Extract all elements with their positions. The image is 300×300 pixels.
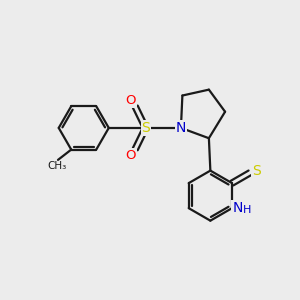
Text: O: O — [126, 94, 136, 107]
Text: N: N — [232, 201, 242, 215]
Text: H: H — [243, 205, 251, 214]
Text: S: S — [252, 164, 261, 178]
Text: N: N — [176, 121, 186, 135]
Text: S: S — [141, 121, 150, 135]
Text: CH₃: CH₃ — [47, 161, 66, 171]
Text: O: O — [126, 148, 136, 161]
